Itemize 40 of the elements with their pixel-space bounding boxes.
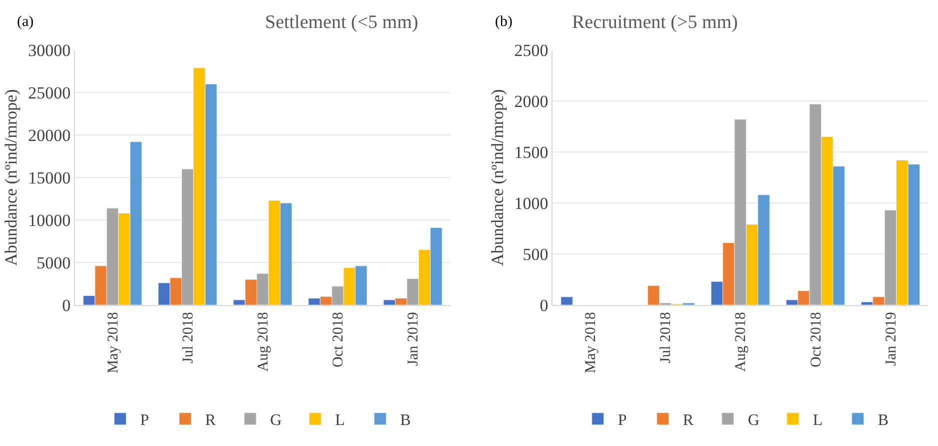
y-tick-label: 0 — [62, 296, 71, 315]
legend-label: G — [270, 412, 282, 430]
y-axis-title: Abundance (nºind/mrope) — [2, 89, 21, 266]
y-tick-label: 30000 — [28, 40, 71, 60]
legend-label: R — [682, 412, 694, 430]
y-axis-title: Abundance (nºind/mrope) — [488, 89, 507, 266]
x-tick-label: Oct 2018 — [808, 312, 824, 368]
legend-label: L — [812, 412, 823, 430]
x-tick-label: May 2018 — [583, 312, 600, 374]
x-tick-label: Jul 2018 — [658, 312, 674, 364]
legend-label: B — [400, 412, 411, 430]
y-tick-label: 2500 — [514, 40, 548, 60]
legend-label: R — [205, 412, 216, 430]
x-tick-label: Aug 2018 — [256, 312, 272, 372]
legend-label: P — [618, 412, 627, 430]
legend-label: G — [748, 412, 760, 430]
chart-title: Settlement (<5 mm) — [265, 12, 418, 33]
y-tick-label: 1000 — [514, 194, 548, 213]
text: (b) — [495, 14, 512, 30]
y-tick-label: 2000 — [514, 92, 548, 111]
y-tick-label: 5000 — [36, 253, 71, 272]
x-tick-label: May 2018 — [105, 312, 122, 374]
y-tick-label: 0 — [540, 296, 548, 315]
y-tick-label: 25000 — [28, 83, 71, 102]
chart-title: Recruitment (>5 mm) — [572, 12, 738, 33]
x-tick-label: Jan 2019 — [883, 312, 900, 366]
bar — [560, 296, 573, 305]
x-tick-label: Jul 2018 — [180, 312, 196, 364]
x-tick-label: Oct 2018 — [330, 312, 347, 368]
y-tick-label: 500 — [522, 244, 548, 264]
legend-label: L — [335, 412, 345, 430]
y-tick-label: 10000 — [28, 210, 71, 230]
x-tick-label: Aug 2018 — [733, 312, 750, 372]
y-tick-label: 20000 — [28, 126, 71, 145]
text: (a) — [17, 14, 34, 30]
legend-label: P — [140, 412, 150, 430]
y-tick-label: 1500 — [514, 142, 548, 162]
legend-label: B — [878, 412, 889, 430]
y-tick-label: 15000 — [28, 168, 71, 188]
x-tick-label: Jan 2019 — [406, 312, 422, 366]
